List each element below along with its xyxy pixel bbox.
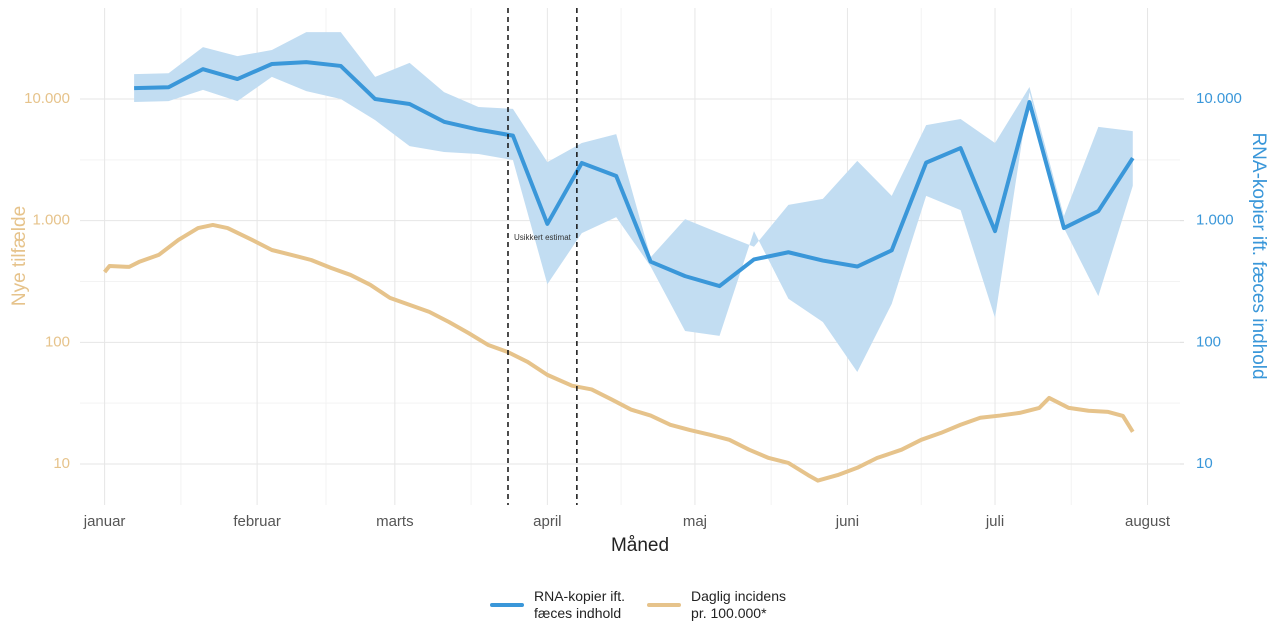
x-tick-label: maj xyxy=(683,513,707,530)
legend-label: Daglig incidens pr. 100.000* xyxy=(691,588,786,621)
legend-item: RNA-kopier ift. fæces indhold xyxy=(490,588,625,622)
legend-label: RNA-kopier ift. fæces indhold xyxy=(534,588,626,621)
y2-tick-label: 100 xyxy=(1196,333,1221,350)
chart: Måned Nye tilfælde RNA-kopier ift. fæces… xyxy=(9,8,1269,556)
x-axis-title: Måned xyxy=(611,535,669,556)
legend-item: Daglig incidens pr. 100.000* xyxy=(647,588,786,622)
series-line xyxy=(103,222,1135,483)
y-tick-label: 100 xyxy=(45,333,70,350)
y-tick-label: 10 xyxy=(53,455,70,472)
y2-tick-label: 1.000 xyxy=(1196,212,1234,229)
x-tick-label: marts xyxy=(376,513,414,530)
x-tick-label: august xyxy=(1125,513,1171,530)
x-tick-label: januar xyxy=(83,513,126,530)
series-line xyxy=(134,60,1135,289)
y2-tick-label: 10 xyxy=(1196,455,1213,472)
y-tick-label: 10.000 xyxy=(24,90,70,107)
x-tick-label: juni xyxy=(835,513,859,530)
y-axis-title: Nye tilfælde xyxy=(9,206,30,306)
legend-key xyxy=(490,603,524,607)
confidence-band xyxy=(134,32,1133,373)
legend: RNA-kopier ift. fæces indhold Daglig inci… xyxy=(0,588,1276,622)
y2-axis-title: RNA-kopier ift. fæces indhold xyxy=(1248,132,1269,379)
x-tick-label: juli xyxy=(985,513,1004,530)
x-tick-label: februar xyxy=(233,513,281,530)
x-tick-label: april xyxy=(533,513,561,530)
annotation: Usikkert estimat xyxy=(514,233,572,242)
y-tick-label: 1.000 xyxy=(32,212,70,229)
y2-tick-label: 10.000 xyxy=(1196,90,1242,107)
legend-key xyxy=(647,603,682,607)
